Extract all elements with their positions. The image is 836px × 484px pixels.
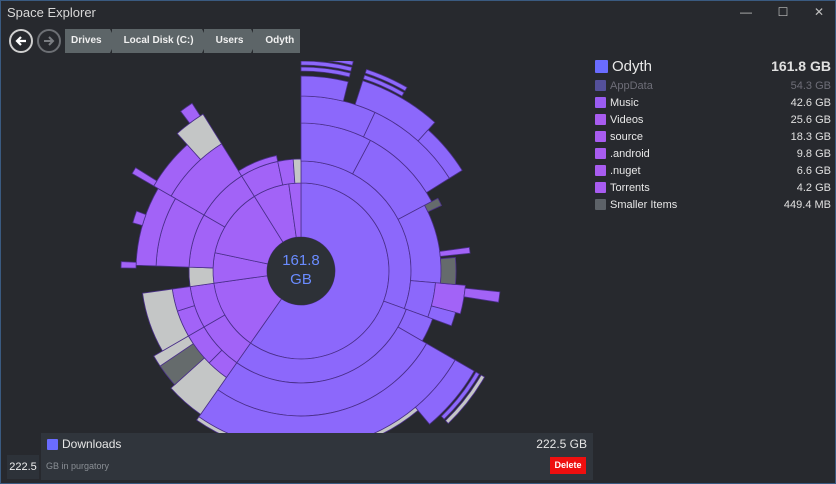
- center-size-unit: GB: [290, 271, 312, 288]
- sunburst-segment[interactable]: [237, 155, 279, 177]
- close-button[interactable]: ✕: [813, 5, 825, 19]
- legend-swatch: [595, 97, 606, 108]
- sunburst-segment[interactable]: [463, 287, 501, 303]
- sunburst-segment[interactable]: [188, 266, 215, 288]
- sunburst-segment[interactable]: [300, 75, 349, 102]
- sunburst-segment[interactable]: [300, 66, 351, 78]
- breadcrumb-local-disk[interactable]: Local Disk (C:): [111, 29, 208, 53]
- legend-name: .android: [610, 147, 650, 160]
- breadcrumb-odyth[interactable]: Odyth: [253, 29, 301, 53]
- legend-item[interactable]: source 18.3 GB: [595, 128, 831, 145]
- forward-button[interactable]: [37, 29, 61, 53]
- sunburst-segment[interactable]: [427, 305, 457, 327]
- legend-swatch: [595, 59, 608, 73]
- legend-name: .nuget: [610, 164, 641, 177]
- breadcrumb-users[interactable]: Users: [203, 29, 258, 53]
- purgatory-item-size: 222.5 GB: [536, 437, 587, 451]
- sunburst-segment[interactable]: [362, 74, 405, 97]
- purgatory-item-swatch: [47, 439, 58, 450]
- legend-size: 4.2 GB: [796, 181, 831, 194]
- folder-legend: Odyth 161.8 GB AppData 54.3 GB Music 42.6 G…: [595, 56, 831, 213]
- purgatory-subtitle: GB in purgatory: [46, 461, 110, 471]
- legend-size: 9.8 GB: [796, 147, 831, 160]
- legend-size: 161.8 GB: [771, 58, 831, 74]
- legend-item[interactable]: AppData 54.3 GB: [595, 77, 831, 94]
- sunburst-segment[interactable]: [135, 187, 176, 267]
- legend-swatch: [595, 182, 606, 193]
- legend-item[interactable]: Smaller Items 449.4 MB: [595, 196, 831, 213]
- sunburst-segment[interactable]: [440, 371, 480, 420]
- sunburst-segment[interactable]: [300, 61, 353, 72]
- legend-size: 25.6 GB: [790, 113, 831, 126]
- legend-name: Torrents: [610, 181, 650, 194]
- sunburst-segment[interactable]: [301, 61, 354, 66]
- legend-header[interactable]: Odyth 161.8 GB: [595, 56, 831, 76]
- arrow-right-icon: [44, 36, 55, 46]
- sunburst-segment[interactable]: [176, 113, 223, 161]
- back-button[interactable]: [9, 29, 33, 53]
- legend-name: Smaller Items: [610, 198, 678, 211]
- sunburst-segment[interactable]: [142, 288, 189, 352]
- sunburst-segment[interactable]: [417, 129, 463, 179]
- sunburst-segment[interactable]: [424, 197, 443, 213]
- breadcrumb: Drives Local Disk (C:) Users Odyth: [65, 29, 302, 53]
- legend-item[interactable]: .nuget 6.6 GB: [595, 162, 831, 179]
- legend-size: 54.3 GB: [790, 79, 831, 92]
- purgatory-item-name: Downloads: [62, 437, 122, 451]
- sunburst-segment[interactable]: [120, 261, 137, 269]
- legend-size: 449.4 MB: [783, 198, 831, 211]
- legend-size: 42.6 GB: [790, 96, 831, 109]
- legend-swatch: [595, 80, 606, 91]
- window-title: Space Explorer: [7, 5, 96, 20]
- legend-size: 18.3 GB: [790, 130, 831, 143]
- sunburst-segment[interactable]: [444, 374, 486, 425]
- legend-item[interactable]: .android 9.8 GB: [595, 145, 831, 162]
- legend-name: Music: [610, 96, 639, 109]
- purgatory-count: 222.5: [7, 455, 39, 479]
- sunburst-segment[interactable]: [364, 68, 408, 92]
- sunburst-segment[interactable]: [440, 257, 457, 285]
- sunburst-segment[interactable]: [180, 102, 201, 124]
- delete-button[interactable]: Delete: [550, 457, 586, 474]
- arrow-left-icon: [15, 36, 26, 46]
- breadcrumb-drives[interactable]: Drives: [65, 29, 116, 53]
- center-size-value: 161.8: [282, 252, 320, 269]
- legend-name: AppData: [610, 79, 653, 92]
- legend-item[interactable]: Music 42.6 GB: [595, 94, 831, 111]
- sunburst-segment[interactable]: [132, 210, 147, 227]
- disk-usage-sunburst[interactable]: [1, 61, 601, 441]
- legend-swatch: [595, 165, 606, 176]
- legend-swatch: [595, 114, 606, 125]
- legend-size: 6.6 GB: [796, 164, 831, 177]
- sunburst-center[interactable]: [267, 237, 335, 305]
- maximize-button[interactable]: ☐: [777, 5, 789, 19]
- legend-item[interactable]: Videos 25.6 GB: [595, 111, 831, 128]
- legend-swatch: [595, 199, 606, 210]
- legend-name: source: [610, 130, 644, 143]
- sunburst-center-label[interactable]: 161.8 GB: [267, 251, 335, 289]
- legend-item[interactable]: Torrents 4.2 GB: [595, 179, 831, 196]
- legend-name: Videos: [610, 113, 644, 126]
- sunburst-segment[interactable]: [292, 158, 302, 184]
- purgatory-panel: Downloads 222.5 GB GB in purgatory Delet…: [41, 433, 593, 480]
- legend-swatch: [595, 131, 606, 142]
- legend-swatch: [595, 148, 606, 159]
- sunburst-segment[interactable]: [131, 167, 158, 187]
- legend-name: Odyth: [612, 57, 653, 75]
- sunburst-segment[interactable]: [439, 246, 471, 257]
- minimize-button[interactable]: —: [740, 5, 752, 19]
- title-bar: Space Explorer — ☐ ✕: [1, 1, 835, 25]
